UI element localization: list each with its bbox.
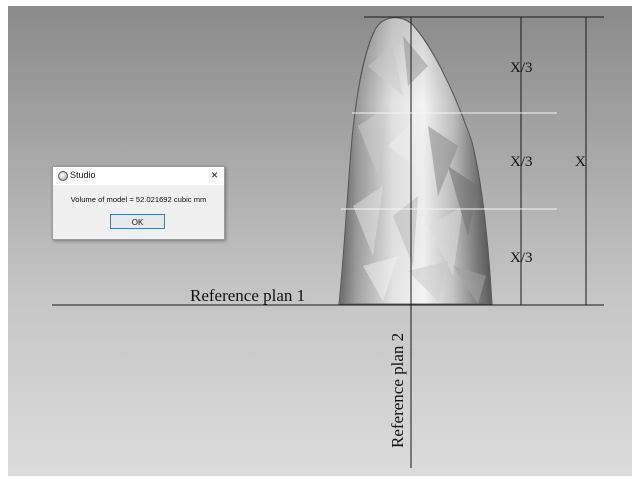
measurement-scene: X/3 X/3 X/3 X Reference plan 1 Reference… xyxy=(8,6,632,476)
measurement-lines xyxy=(52,17,604,468)
3d-viewport[interactable]: X/3 X/3 X/3 X Reference plan 1 Reference… xyxy=(8,6,632,476)
dialog-title: Studio xyxy=(70,170,96,180)
tooth-model xyxy=(339,18,492,304)
third-label-bottom: X/3 xyxy=(510,250,533,266)
third-label-middle: X/3 xyxy=(510,154,533,170)
studio-dialog[interactable]: Studio × Volume of model = 52.021692 cub… xyxy=(52,166,225,240)
reference-plan-2-label: Reference plan 2 xyxy=(388,333,407,448)
close-icon[interactable]: × xyxy=(211,168,218,182)
ok-button[interactable]: OK xyxy=(110,214,165,229)
studio-app-icon xyxy=(58,171,68,181)
total-label: X xyxy=(575,154,586,170)
dialog-titlebar[interactable]: Studio × xyxy=(53,167,224,185)
reference-plan-1-label: Reference plan 1 xyxy=(190,286,305,305)
dialog-message: Volume of model = 52.021692 cubic mm xyxy=(53,195,224,204)
third-label-top: X/3 xyxy=(510,60,533,76)
